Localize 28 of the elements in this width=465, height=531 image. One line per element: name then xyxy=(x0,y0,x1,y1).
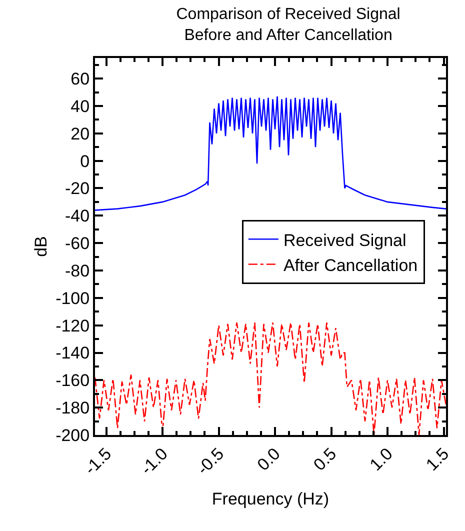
y-axis-title: dB xyxy=(32,236,51,257)
y-tick-label: -40 xyxy=(65,206,90,226)
y-tick-label: -80 xyxy=(65,261,90,280)
y-tick-label: 20 xyxy=(70,124,90,144)
x-tick-label: -1.5 xyxy=(80,444,116,478)
y-tick-label: -120 xyxy=(56,316,90,336)
y-tick-label: -160 xyxy=(56,371,90,390)
chart-title: Comparison of Received Signal Before and After Cancellation xyxy=(176,6,400,44)
x-tick-label: -1.0 xyxy=(137,444,172,478)
y-tick-label: 0 xyxy=(80,152,90,171)
legend-label: Received Signal xyxy=(283,230,406,250)
legend-label: After Cancellation xyxy=(283,256,418,275)
x-tick-label: 1.5 xyxy=(422,444,453,474)
y-tick-label: 40 xyxy=(70,96,90,116)
y-tick-label: -200 xyxy=(56,426,90,445)
y-tick-label: 60 xyxy=(70,70,90,89)
y-tick-label: -180 xyxy=(56,398,90,418)
y-tick-label: -100 xyxy=(56,288,90,308)
x-tick-label: -0.5 xyxy=(193,444,228,478)
y-tick-label: -20 xyxy=(65,179,90,198)
line-series xyxy=(95,96,446,211)
x-tick-label: 1.0 xyxy=(366,444,396,474)
y-tick-label: -140 xyxy=(56,344,90,363)
x-axis-title: Frequency (Hz) xyxy=(212,489,330,508)
x-tick-label: 0.0 xyxy=(254,444,284,474)
line-series xyxy=(95,322,446,435)
y-tick-label: -60 xyxy=(65,234,90,254)
x-tick-label: 0.5 xyxy=(310,444,340,474)
